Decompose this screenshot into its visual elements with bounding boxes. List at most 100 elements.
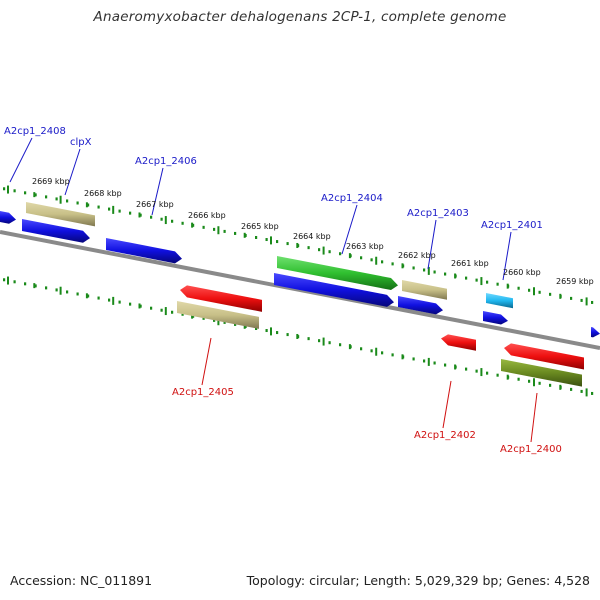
gene-feature-blue[interactable] [274,273,394,307]
track-dot [129,302,132,306]
track-dot [370,349,373,353]
gene-feature-a2cp1-2400[interactable] [501,359,582,387]
track-dot [223,229,226,233]
track-dot [318,339,321,343]
gene-feature-clpx[interactable] [26,202,95,227]
track-dot [150,306,153,310]
scale-label: 2661 kbp [451,259,489,268]
track-dot [34,193,37,197]
gene-label-a2cp1-2408[interactable]: A2cp1_2408 [4,126,66,137]
track-dot [55,288,58,292]
gene-feature-a2cp1-2404[interactable] [277,256,398,291]
track-dot [234,231,237,235]
scale-label: 2669 kbp [32,177,70,186]
track-dot [339,343,342,347]
gene-label-a2cp1-2404[interactable]: A2cp1_2404 [321,193,383,204]
track-dot [202,225,205,229]
track-dot [118,300,121,304]
scale-label: 2667 kbp [136,200,174,209]
gene-feature-red[interactable] [180,285,262,312]
track-dot [381,351,384,355]
track-dot [391,262,394,266]
track-dot [160,217,163,221]
gene-label-clpx[interactable]: clpX [70,137,92,148]
track-dot [360,256,363,260]
scale-labels: 2669 kbp 2668 kbp 2667 kbp 2666 kbp 2665… [32,177,594,286]
track-dot [328,341,331,345]
track-dot [34,284,37,288]
track-dot [517,286,520,290]
gene-feature-a2cp1-2406[interactable] [106,238,182,264]
track-dot [118,209,121,213]
track-dot [171,310,174,314]
track-dot [108,298,111,302]
track-dot [160,308,163,312]
track-dot [76,201,79,205]
gene-feature-red[interactable] [504,343,584,370]
gene-label-a2cp1-2400[interactable]: A2cp1_2400 [500,444,562,455]
track-dot [591,300,594,304]
gene-feature-blue[interactable] [398,296,443,315]
gene-feature-a2cp1-2403[interactable] [402,280,447,300]
track-dot [391,353,394,357]
gene-feature-blue[interactable] [22,219,90,243]
track-dot [223,320,226,324]
gene-label-a2cp1-2401[interactable]: A2cp1_2401 [481,220,543,231]
scale-label: 2668 kbp [84,189,122,198]
track-dot [171,219,174,223]
gene-label-a2cp1-2403[interactable]: A2cp1_2403 [407,208,469,219]
gene-label-a2cp1-2405[interactable]: A2cp1_2405 [172,387,234,398]
track-dot [307,337,310,341]
track-dot [265,238,268,242]
gene-feature-a2cp1-2405[interactable] [177,301,259,329]
track-dot [213,227,216,231]
track-dot [486,371,489,375]
track-dot [465,367,468,371]
track-dot [45,286,48,290]
track-dot [181,312,184,316]
track-dot [412,357,415,361]
gene-feature-a2cp1-2408[interactable] [0,211,16,224]
track-dot [549,383,552,387]
track-dot [3,187,6,191]
leader-line [502,231,512,281]
track-dot [307,246,310,250]
track-dot [234,322,237,326]
track-dot [139,304,142,308]
track-dot [328,250,331,254]
track-dot [486,280,489,284]
track-dot [66,290,69,294]
track-dot [496,373,499,377]
track-dot [213,318,216,322]
gene-feature-blue[interactable] [483,311,508,325]
leader-line [427,219,437,270]
track-dot [318,248,321,252]
track-dot [181,221,184,225]
leader-line [151,167,164,216]
gene-features [0,202,600,387]
leader-line [530,392,538,443]
leader-line [64,148,81,196]
track-dot [475,369,478,373]
track-dot [45,195,48,199]
track-dot [570,387,573,391]
track-dot [97,205,100,209]
gene-feature-a2cp1-2402[interactable] [441,334,476,351]
track-dot [538,290,541,294]
track-dot [24,191,27,195]
scale-ticks [7,185,588,397]
scale-label: 2659 kbp [556,277,594,286]
track-dot [276,240,279,244]
track-dot [150,215,153,219]
track-dot [255,326,258,330]
track-dot [433,361,436,365]
gene-feature-blue[interactable] [591,327,600,338]
track-dot [496,282,499,286]
track-dot [129,211,132,215]
genome-title: Anaeromyxobacter dehalogenans 2CP-1, com… [93,9,507,25]
gene-feature-a2cp1-2401[interactable] [486,293,513,309]
gene-label-a2cp1-2402[interactable]: A2cp1_2402 [414,430,476,441]
track-dot [255,235,258,239]
track-dot [549,292,552,296]
gene-label-a2cp1-2406[interactable]: A2cp1_2406 [135,156,197,167]
